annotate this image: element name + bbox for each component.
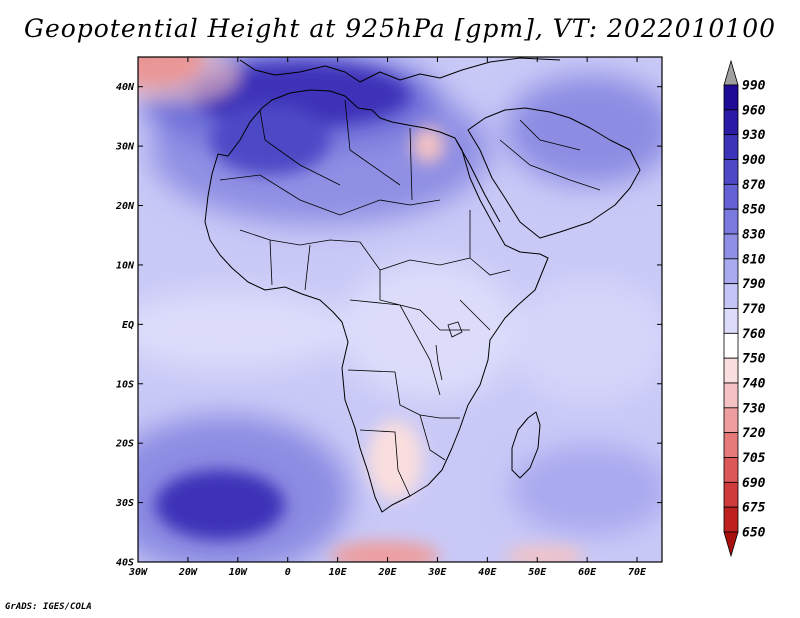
border-southern-africa	[347, 369, 460, 497]
longitude-axis: 30W 20W 10W 0 10E 20E 30E 40E 50E 60E 70E	[128, 57, 647, 578]
latitude-axis: 40N 30N 20N 10N EQ 10S 20S 30S 40S	[115, 82, 662, 569]
lat-tick-label: 30N	[115, 142, 135, 153]
colorbar-level-label: 750	[742, 352, 766, 367]
lon-tick-label: 30W	[128, 567, 148, 578]
border-central-africa	[349, 241, 471, 396]
lat-tick-label: 20S	[115, 439, 134, 450]
lon-tick-label: 70E	[628, 567, 647, 578]
lon-tick-label: 10W	[229, 567, 248, 578]
country-borders	[219, 99, 601, 497]
arabia-coastline	[467, 107, 641, 239]
sahara-high-core	[210, 105, 330, 175]
colorbar-level-label: 870	[742, 178, 766, 193]
lon-tick-label: 30E	[427, 567, 447, 578]
map-title: Geopotential Height at 925hPa [gpm], VT:…	[23, 14, 777, 43]
lon-tick-label: 60E	[578, 567, 597, 578]
geopotential-field	[138, 57, 662, 562]
grads-credit: GrADS: IGES/COLA	[5, 602, 92, 612]
border-north-africa	[259, 99, 413, 201]
colorbar-level-label: 810	[742, 252, 766, 267]
colorbar-level-label: 730	[742, 401, 766, 416]
colorbar-level-label: 705	[742, 451, 766, 466]
colorbar-swatch	[723, 183, 739, 210]
egypt-low	[412, 127, 444, 163]
lat-tick-label: 20N	[115, 201, 135, 212]
southern-ocean-low-east	[505, 546, 585, 562]
lon-tick-label: 50E	[528, 567, 547, 578]
colorbar-level-label: 790	[742, 277, 766, 292]
lon-tick-label: 20W	[178, 567, 198, 578]
europe-coastline	[239, 57, 561, 83]
lake-tanganyika	[435, 344, 443, 381]
nw-corner-low-halo	[138, 57, 240, 105]
southern-africa-low	[367, 420, 423, 500]
colorbar-level-label: 675	[742, 501, 766, 516]
colorbar-level-label: 760	[742, 327, 766, 342]
light-region-equatorial-atlantic	[138, 290, 350, 370]
colorbar-swatch	[723, 208, 739, 235]
lake-victoria	[447, 321, 463, 338]
colorbar-level-label: 770	[742, 302, 766, 317]
colorbar-swatch	[723, 283, 739, 309]
red-sea-inner	[455, 139, 501, 223]
colorbar-swatch	[723, 134, 739, 160]
colorbar-swatch	[723, 506, 739, 533]
colorbar-level-label: 830	[742, 228, 766, 243]
colorbar-swatch	[723, 84, 739, 111]
colorbar-level-label: 740	[742, 377, 766, 392]
border-arabia	[499, 119, 601, 191]
colorbar-level-label: 990	[742, 79, 766, 94]
colorbar-level-label: 650	[742, 526, 766, 541]
colorbar-level-label: 850	[742, 203, 766, 218]
light-region-central-africa	[340, 260, 520, 400]
lon-tick-label: 0	[285, 567, 291, 578]
colorbar-top-arrow	[723, 59, 739, 86]
madagascar-coastline	[511, 411, 541, 479]
africa-coastline	[204, 89, 549, 513]
colorbar-swatch	[723, 382, 739, 409]
colorbar-swatch	[723, 481, 739, 508]
plot-frame	[137, 56, 663, 563]
lon-tick-label: 40E	[478, 567, 497, 578]
lat-tick-label: 10N	[116, 260, 135, 271]
light-region-indian-ocean	[510, 280, 662, 400]
colorbar-level-label: 720	[742, 426, 766, 441]
colorbar-level-label: 930	[742, 128, 766, 143]
border-sahel	[219, 174, 441, 216]
lon-tick-label: 10E	[329, 567, 348, 578]
colorbar-swatch	[723, 457, 739, 483]
colorbar: 990 960 930 900 870 850 830 810 790 770 760 750 740 7…	[723, 59, 766, 558]
colorbar-level-label: 690	[742, 476, 766, 491]
colorbar-level-label: 900	[742, 153, 766, 168]
border-east-africa	[440, 210, 511, 331]
colorbar-swatch	[723, 258, 739, 285]
colorbar-swatch	[723, 357, 739, 384]
border-west-africa	[239, 229, 361, 291]
lon-tick-label: 20E	[377, 567, 397, 578]
colorbar-swatch	[723, 159, 739, 185]
colorbar-bottom-arrow	[723, 531, 739, 558]
lat-tick-label: 10S	[116, 379, 134, 390]
southern-ocean-low-west	[330, 541, 440, 562]
arabia-high	[505, 75, 662, 185]
south-atlantic-high-core	[155, 470, 285, 540]
colorbar-swatch	[723, 308, 739, 334]
colorbar-swatch	[723, 432, 739, 458]
colorbar-swatch	[723, 109, 739, 136]
lat-tick-label: 40N	[116, 82, 135, 93]
colorbar-swatch	[723, 332, 739, 359]
lat-tick-label: EQ	[122, 320, 134, 331]
coastlines	[204, 57, 641, 513]
south-indian-high-outer	[510, 445, 662, 535]
lat-tick-label: 30S	[115, 498, 134, 509]
colorbar-swatch	[723, 407, 739, 434]
colorbar-level-label: 960	[742, 103, 766, 118]
lat-tick-label: 40S	[116, 558, 134, 569]
colorbar-swatch	[723, 233, 739, 260]
